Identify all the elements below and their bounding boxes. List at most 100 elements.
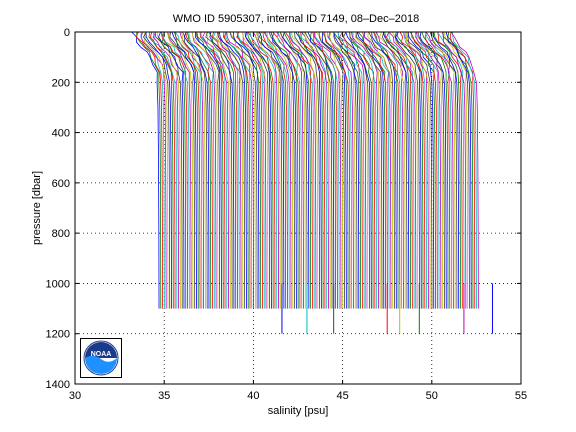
profile-line bbox=[433, 31, 461, 309]
profile-line bbox=[297, 31, 324, 309]
noaa-logo-icon: NOAA bbox=[83, 340, 119, 376]
profile-line bbox=[415, 31, 442, 309]
profile-line bbox=[272, 31, 301, 309]
profile-line bbox=[364, 31, 392, 309]
profile-line bbox=[242, 31, 267, 309]
profile-line bbox=[382, 31, 410, 309]
profile-line bbox=[362, 31, 388, 309]
y-tick-label: 600 bbox=[52, 178, 70, 190]
profile-line bbox=[345, 31, 372, 309]
profile-line bbox=[282, 31, 310, 309]
profile-line bbox=[191, 31, 217, 309]
profile-line bbox=[266, 31, 294, 309]
profile-line bbox=[391, 31, 419, 309]
profile-line bbox=[301, 31, 329, 309]
profile-line bbox=[205, 31, 231, 309]
profile-line bbox=[407, 31, 435, 309]
profile-line bbox=[258, 31, 285, 309]
profile-line bbox=[276, 31, 303, 309]
profile-line bbox=[349, 31, 374, 309]
profile-line bbox=[314, 31, 340, 309]
chart-title: WMO ID 5905307, internal ID 7149, 08–Dec… bbox=[173, 13, 419, 25]
profile-line bbox=[225, 31, 253, 309]
profile-line bbox=[363, 31, 390, 309]
profile-line bbox=[247, 31, 274, 309]
profile-line bbox=[258, 31, 287, 309]
x-axis-label: salinity [psu] bbox=[268, 405, 329, 417]
profile-line bbox=[236, 31, 263, 309]
profile-line bbox=[143, 31, 169, 309]
y-tick-label: 400 bbox=[52, 128, 70, 140]
profile-line bbox=[294, 31, 320, 309]
profile-line bbox=[135, 31, 163, 309]
profile-line bbox=[188, 31, 215, 309]
profile-line bbox=[160, 31, 188, 309]
profile-line bbox=[337, 31, 365, 309]
noaa-logo-text: NOAA bbox=[91, 351, 112, 358]
profile-line bbox=[270, 31, 297, 309]
profile-line bbox=[299, 31, 328, 309]
profile-line bbox=[290, 31, 315, 309]
profile-line bbox=[288, 31, 317, 309]
profile-line bbox=[140, 31, 167, 309]
profile-line bbox=[211, 31, 238, 309]
x-tick-label: 30 bbox=[69, 390, 81, 402]
profile-line bbox=[333, 31, 358, 309]
profile-line bbox=[379, 31, 406, 309]
profile-line bbox=[424, 31, 451, 309]
profile-line bbox=[442, 31, 467, 309]
profile-line bbox=[355, 31, 383, 309]
profile-line bbox=[167, 31, 194, 309]
profile-line bbox=[321, 31, 347, 309]
profile-line bbox=[368, 31, 395, 309]
y-axis-label: pressure [dbar] bbox=[31, 171, 43, 245]
profile-line bbox=[202, 31, 229, 309]
profile-line bbox=[417, 31, 445, 309]
profile-line bbox=[145, 31, 172, 309]
profile-line bbox=[264, 31, 290, 309]
profile-line bbox=[229, 31, 256, 309]
profile-lines bbox=[131, 31, 493, 334]
x-tick-label: 50 bbox=[426, 390, 438, 402]
profile-line bbox=[341, 31, 369, 309]
profile-line bbox=[149, 31, 176, 309]
profile-line bbox=[244, 31, 271, 309]
profile-line bbox=[167, 31, 192, 309]
profile-line bbox=[200, 31, 228, 309]
profile-line bbox=[324, 31, 351, 309]
profile-line bbox=[154, 31, 183, 309]
profile-line bbox=[394, 31, 420, 309]
profile-line bbox=[322, 31, 349, 309]
profile-line bbox=[447, 31, 474, 309]
y-tick-label: 1000 bbox=[46, 278, 70, 290]
profile-line bbox=[216, 31, 242, 309]
profile-line bbox=[175, 31, 203, 309]
y-tick-label: 1200 bbox=[46, 329, 70, 341]
profile-line bbox=[419, 31, 447, 309]
profile-line bbox=[307, 31, 335, 309]
profile-line bbox=[233, 31, 260, 309]
profile-line bbox=[349, 31, 376, 309]
profile-line bbox=[371, 31, 397, 309]
profile-line bbox=[247, 31, 276, 309]
profile-line bbox=[337, 31, 363, 309]
profile-line bbox=[429, 31, 458, 309]
profile-line bbox=[291, 31, 319, 309]
profile-line bbox=[406, 31, 431, 309]
profile-line bbox=[205, 31, 233, 309]
profile-line bbox=[372, 31, 401, 309]
profile-line bbox=[402, 31, 428, 309]
y-tick-label: 800 bbox=[52, 228, 70, 240]
profile-line bbox=[333, 31, 360, 309]
profile-line bbox=[242, 31, 269, 309]
profile-line bbox=[333, 31, 362, 309]
profile-line bbox=[276, 31, 304, 309]
profile-line bbox=[410, 31, 436, 309]
profile-line bbox=[182, 31, 208, 309]
x-tick-label: 40 bbox=[247, 390, 259, 402]
profile-line bbox=[388, 31, 415, 309]
profile-line bbox=[236, 31, 265, 309]
profile-line bbox=[388, 31, 417, 309]
profile-line bbox=[268, 31, 296, 309]
